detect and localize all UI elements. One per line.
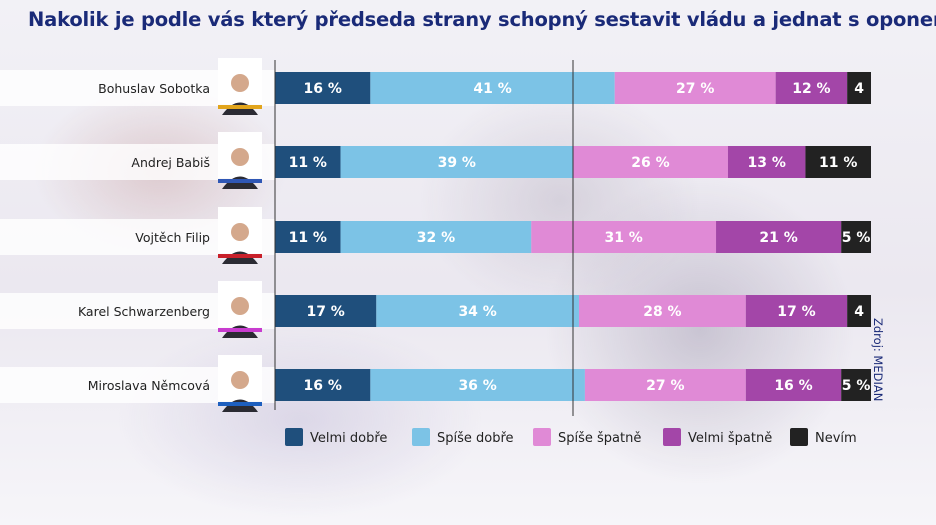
avatar-face xyxy=(231,148,249,166)
legend-swatch xyxy=(663,428,681,446)
legend-swatch xyxy=(790,428,808,446)
source-label: Zdroj: MEDIAN xyxy=(871,318,885,402)
bar-segment-5 xyxy=(805,146,871,178)
data-label: 27 % xyxy=(646,378,684,394)
data-label: 36 % xyxy=(458,378,496,394)
legend-label: Spíše dobře xyxy=(437,431,514,446)
row-3: Vojtěch Filip 11 % 32 % 31 % 21 % 5 % xyxy=(0,207,871,264)
legend-item-1: Velmi dobře xyxy=(285,428,387,446)
data-label: 16 % xyxy=(303,378,341,394)
avatar xyxy=(218,58,262,115)
avatar xyxy=(218,132,262,189)
avatar-party-stripe xyxy=(218,105,262,109)
data-label: 21 % xyxy=(759,230,797,246)
legend-swatch xyxy=(285,428,303,446)
data-label: 13 % xyxy=(748,155,786,171)
legend-item-2: Spíše dobře xyxy=(412,428,514,446)
bar-segment-3 xyxy=(578,295,746,327)
category-label: Karel Schwarzenberg xyxy=(78,304,210,319)
data-label: 31 % xyxy=(604,230,642,246)
legend-label: Nevím xyxy=(815,431,857,446)
legend-swatch xyxy=(533,428,551,446)
avatar xyxy=(218,355,262,412)
category-label: Miroslava Němcová xyxy=(88,378,210,393)
avatar-party-stripe xyxy=(218,254,262,258)
chart-rows: Bohuslav Sobotka 16 % 41 % 27 % 12 % 4 Andrej … xyxy=(0,58,871,412)
bar-segment-4 xyxy=(727,146,806,178)
bar-segment-4 xyxy=(745,369,842,401)
row-1: Bohuslav Sobotka 16 % 41 % 27 % 12 % 4 xyxy=(0,58,871,115)
bar-segment-3 xyxy=(531,221,717,253)
row-2: Andrej Babiš 11 % 39 % 26 % 13 % 11 % xyxy=(0,132,871,189)
avatar xyxy=(218,281,262,338)
bar-segment-2 xyxy=(370,369,585,401)
avatar-party-stripe xyxy=(218,402,262,406)
bar-segment-3 xyxy=(614,72,776,104)
avatar-face xyxy=(231,297,249,315)
data-label: 16 % xyxy=(303,81,341,97)
data-label: 34 % xyxy=(458,304,496,320)
bar-segment-1 xyxy=(275,295,377,327)
legend-label: Spíše špatně xyxy=(558,431,641,446)
avatar-party-stripe xyxy=(218,179,262,183)
bar-segment-1 xyxy=(275,221,341,253)
avatar-party-stripe xyxy=(218,328,262,332)
row-5: Miroslava Němcová 16 % 36 % 27 % 16 % 5 % xyxy=(0,355,871,412)
category-label: Andrej Babiš xyxy=(131,155,210,170)
data-label: 17 % xyxy=(306,304,344,320)
category-label: Bohuslav Sobotka xyxy=(98,81,210,96)
category-label: Vojtěch Filip xyxy=(135,230,210,245)
bar-segment-1 xyxy=(275,72,371,104)
bar-segment-4 xyxy=(775,72,848,104)
bar-segment-3 xyxy=(573,146,728,178)
bar-segment-2 xyxy=(340,146,573,178)
bar-segment-5 xyxy=(847,72,871,104)
data-label: 5 % xyxy=(842,378,871,394)
legend-item-5: Nevím xyxy=(790,428,857,446)
legend-label: Velmi dobře xyxy=(310,431,387,446)
bar-segment-2 xyxy=(370,72,615,104)
bar-segment-2 xyxy=(340,221,532,253)
data-label: 4 xyxy=(854,81,864,97)
data-label: 16 % xyxy=(774,378,812,394)
row-4: Karel Schwarzenberg 17 % 34 % 28 % 17 % 4 xyxy=(0,281,871,338)
avatar xyxy=(218,207,262,264)
data-label: 27 % xyxy=(676,81,714,97)
data-label: 39 % xyxy=(438,155,476,171)
bar-segment-2 xyxy=(376,295,579,327)
data-label: 32 % xyxy=(417,230,455,246)
data-label: 17 % xyxy=(777,304,815,320)
data-label: 11 % xyxy=(289,230,327,246)
legend-label: Velmi špatně xyxy=(688,431,772,446)
bar-segment-5 xyxy=(847,295,871,327)
data-label: 41 % xyxy=(473,81,511,97)
data-label: 11 % xyxy=(289,155,327,171)
data-label: 11 % xyxy=(819,155,857,171)
legend-item-4: Velmi špatně xyxy=(663,428,772,446)
bar-segment-5 xyxy=(841,221,871,253)
data-label: 28 % xyxy=(643,304,681,320)
chart-title: Nakolik je podle vás který předseda stra… xyxy=(28,8,936,31)
chart-legend: Velmi dobře Spíše dobře Spíše špatně Velmi … xyxy=(285,428,857,446)
bar-segment-4 xyxy=(745,295,848,327)
avatar-face xyxy=(231,223,249,241)
bar-segment-3 xyxy=(584,369,746,401)
avatar-face xyxy=(231,371,249,389)
legend-item-3: Spíše špatně xyxy=(533,428,641,446)
chart-axes xyxy=(274,60,574,416)
avatar-face xyxy=(231,74,249,92)
data-label: 26 % xyxy=(631,155,669,171)
bar-segment-1 xyxy=(275,369,371,401)
data-label: 12 % xyxy=(792,81,830,97)
bar-segment-4 xyxy=(716,221,842,253)
data-label: 4 xyxy=(854,304,864,320)
bar-segment-1 xyxy=(275,146,341,178)
data-label: 5 % xyxy=(842,230,871,246)
legend-swatch xyxy=(412,428,430,446)
bar-segment-5 xyxy=(841,369,871,401)
